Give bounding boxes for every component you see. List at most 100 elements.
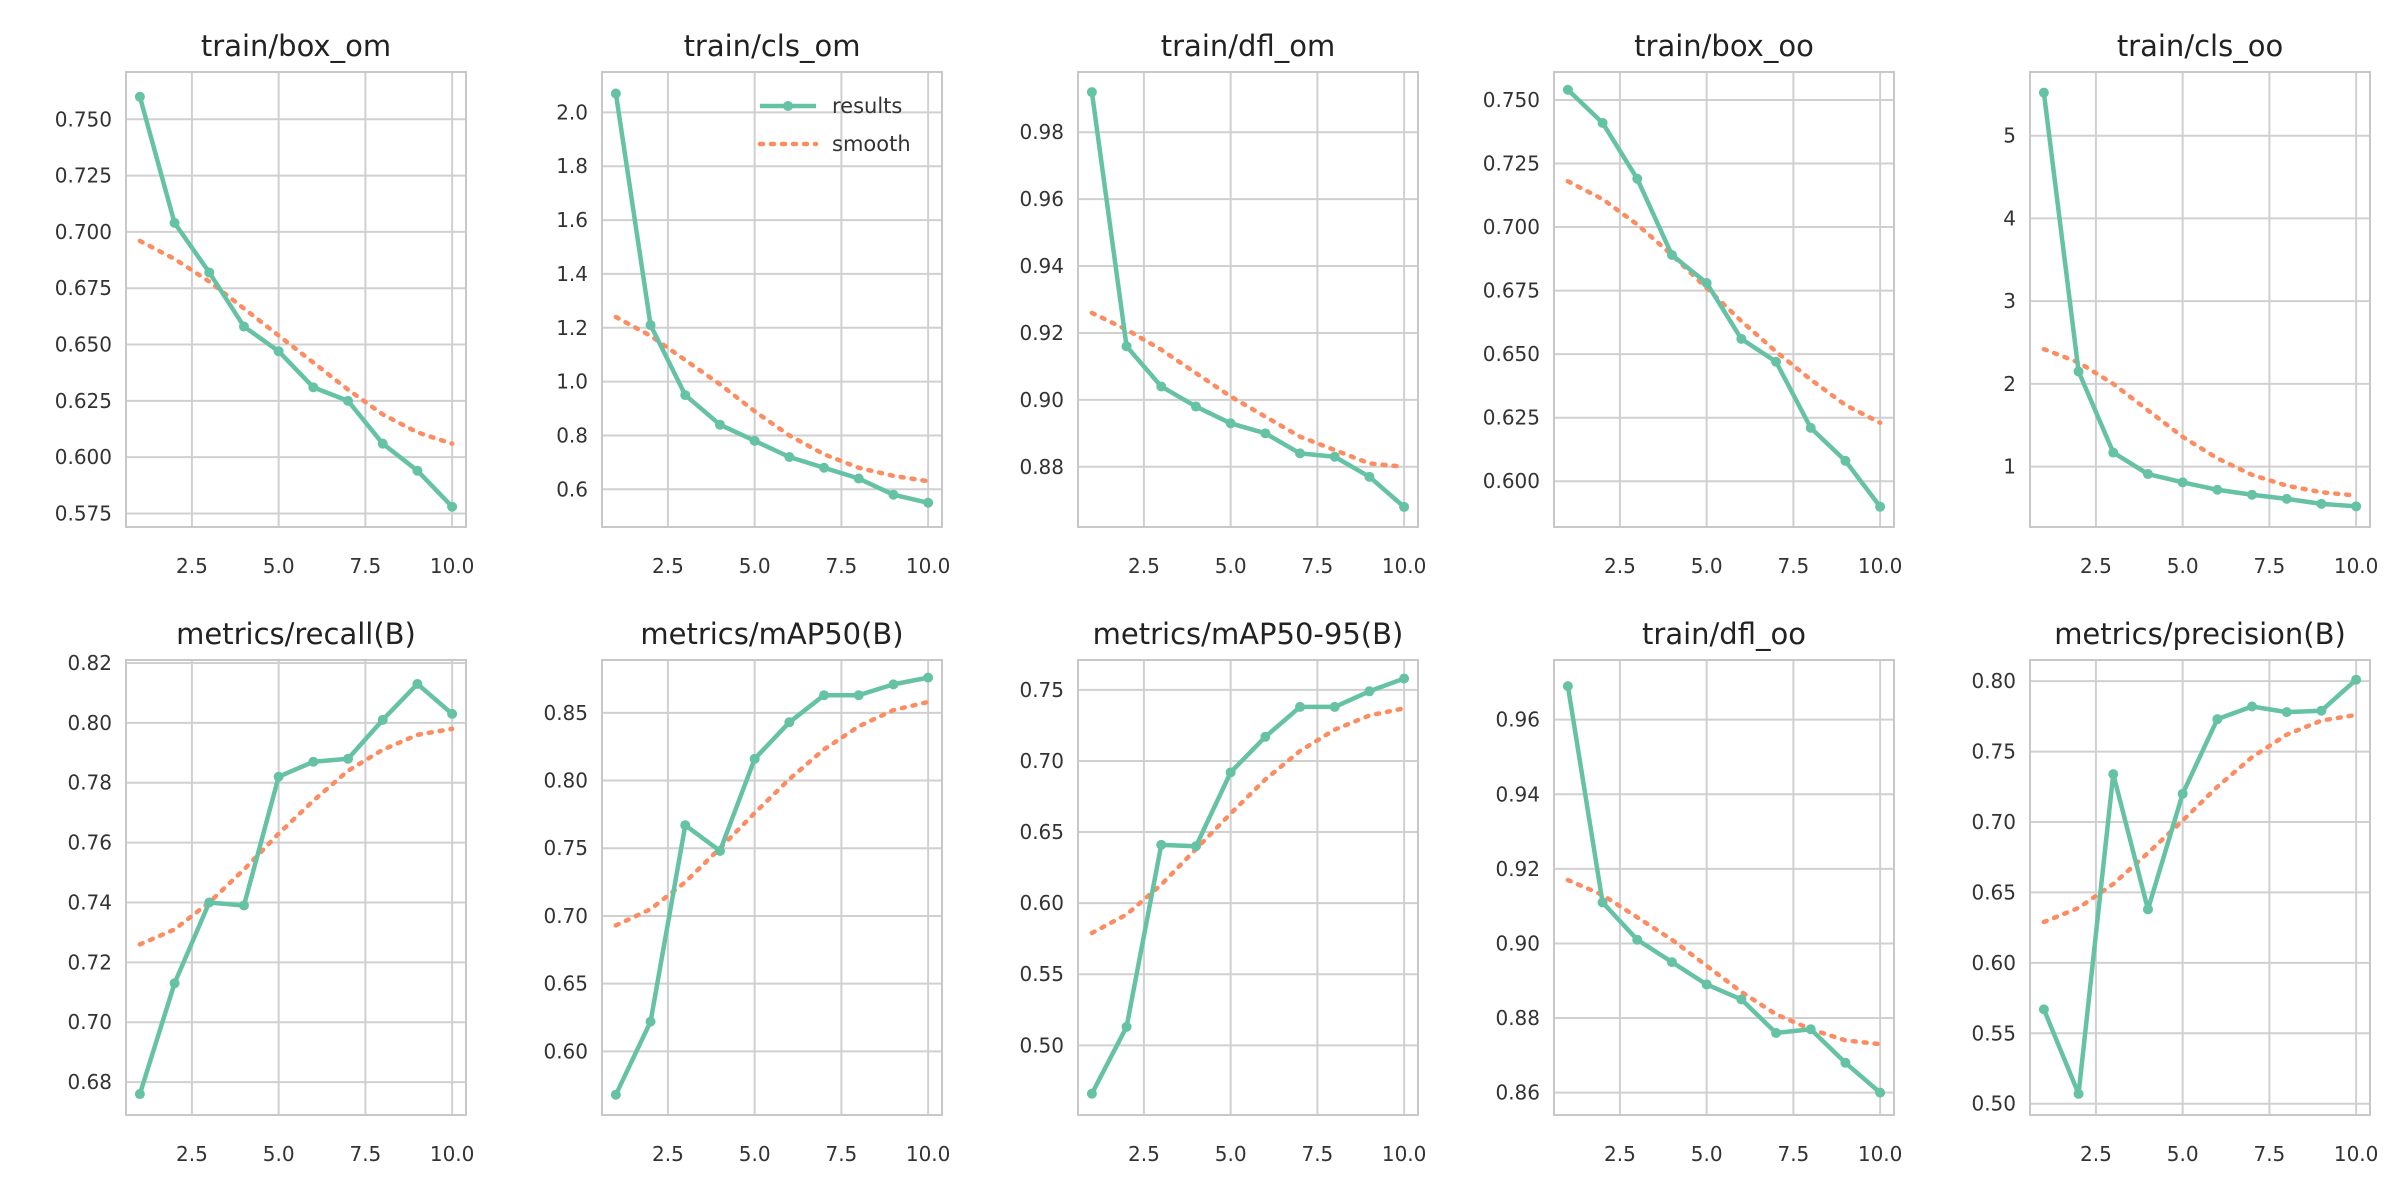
- results-data-point: [1632, 173, 1643, 184]
- results-data-point: [1225, 418, 1236, 429]
- results-data-point: [134, 1089, 145, 1100]
- y-tick-label: 0.65: [543, 972, 588, 996]
- panel-train-box-oo: train/box_oo 2.5 5.0 7.5 10.0 0.600 0.625 0.650…: [1483, 29, 1903, 578]
- x-tick-label: 7.5: [349, 1142, 381, 1166]
- results-series-line: [613, 675, 929, 1096]
- results-data-point: [2247, 701, 2258, 712]
- y-tick-label: 0.88: [1019, 455, 1064, 479]
- panel-metrics-map50-b: metrics/mAP50(B) 2.5 5.0 7.5 10.0 0.60 0.65 0.7…: [543, 617, 950, 1166]
- panel-title: metrics/precision(B): [2054, 617, 2346, 651]
- results-data-point: [2177, 788, 2188, 799]
- results-data-point: [2142, 904, 2153, 915]
- y-tick-label: 1.0: [556, 370, 588, 394]
- x-tick-label: 10.0: [906, 554, 951, 578]
- results-data-point: [2281, 707, 2292, 718]
- y-tick-label: 0.600: [1483, 469, 1540, 493]
- y-tick-label: 0.90: [1495, 931, 1540, 955]
- results-series-line: [1089, 91, 1406, 509]
- results-series-line: [1089, 676, 1405, 1095]
- results-data-point: [1562, 681, 1573, 692]
- x-tick-label: 10.0: [1382, 554, 1427, 578]
- results-data-point: [1260, 428, 1271, 439]
- results-data-point: [2073, 1088, 2084, 1099]
- results-data-point: [749, 753, 760, 764]
- results-data-point: [204, 267, 215, 278]
- x-tick-label: 7.5: [1777, 554, 1809, 578]
- y-tick-label: 0.8: [556, 423, 588, 447]
- panel-title: metrics/mAP50(B): [640, 617, 903, 651]
- x-tick-label: 7.5: [1777, 1142, 1809, 1166]
- results-data-point: [2212, 484, 2223, 495]
- x-tick-label: 2.5: [1128, 1142, 1160, 1166]
- results-data-point: [1840, 455, 1851, 466]
- results-data-point: [610, 88, 621, 99]
- results-data-point: [412, 678, 423, 689]
- y-tick-label: 1.2: [556, 316, 588, 340]
- results-data-point: [1156, 381, 1167, 392]
- results-data-point: [749, 435, 760, 446]
- y-tick-label: 0.70: [543, 904, 588, 928]
- results-data-point: [412, 465, 423, 476]
- panel-title: metrics/mAP50-95(B): [1093, 617, 1404, 651]
- plot-frame: [2029, 71, 2371, 528]
- results-data-point: [1329, 451, 1340, 462]
- x-tick-label: 10.0: [906, 1142, 951, 1166]
- y-tick-label: 0.50: [1971, 1092, 2016, 1116]
- results-data-point: [1190, 841, 1201, 852]
- results-data-point: [784, 452, 795, 462]
- results-data-point: [853, 473, 864, 484]
- results-series-line: [613, 93, 929, 505]
- panel-title: train/dfl_oo: [1642, 617, 1806, 651]
- y-tick-label: 0.76: [67, 831, 112, 855]
- x-tick-label: 2.5: [652, 1142, 684, 1166]
- panel-train-dfl-oo: train/dfl_oo 2.5 5.0 7.5 10.0 0.86 0.88 0.90 0.9…: [1495, 617, 1902, 1166]
- results-data-point: [1295, 701, 1306, 712]
- y-tick-label: 0.55: [1019, 962, 1064, 986]
- x-tick-label: 2.5: [176, 554, 208, 578]
- y-tick-label: 0.85: [543, 701, 588, 725]
- y-tick-label: 0.86: [1495, 1081, 1540, 1105]
- smooth-series-line: [2041, 712, 2359, 925]
- results-data-point: [1364, 471, 1375, 482]
- results-data-point: [169, 217, 180, 228]
- y-tick-label: 0.70: [1971, 810, 2016, 834]
- plot-frame: [1077, 659, 1419, 1116]
- y-tick-label: 0.98: [1019, 120, 1064, 144]
- y-tick-label: 0.625: [1483, 406, 1540, 430]
- y-tick-label: 0.70: [67, 1010, 112, 1034]
- results-data-point: [343, 395, 354, 406]
- panel-metrics-precision-b: metrics/precision(B) 2.5 5.0 7.5 10.0 0.50 0.5…: [1971, 617, 2378, 1166]
- panel-title: train/dfl_om: [1161, 29, 1335, 63]
- y-tick-label: 0.725: [55, 164, 112, 188]
- panel-title: train/box_oo: [1634, 29, 1814, 63]
- y-tick-label: 0.68: [67, 1070, 112, 1094]
- x-tick-label: 5.0: [263, 1142, 295, 1166]
- y-tick-label: 0.675: [55, 276, 112, 300]
- x-tick-label: 7.5: [825, 1142, 857, 1166]
- results-data-point: [1597, 117, 1608, 128]
- y-tick-label: 5: [2003, 124, 2016, 148]
- y-tick-label: 0.60: [1019, 891, 1064, 915]
- results-data-point: [784, 717, 795, 728]
- results-data-point: [1156, 839, 1167, 850]
- x-tick-label: 10.0: [1382, 1142, 1427, 1166]
- panel-title: metrics/recall(B): [176, 617, 416, 651]
- y-tick-label: 0.675: [1483, 279, 1540, 303]
- plot-frame: [1553, 659, 1895, 1116]
- x-tick-label: 5.0: [2167, 554, 2199, 578]
- y-tick-label: 0.65: [1971, 880, 2016, 904]
- panel-train-box-om: train/box_om 2.5 5.0 7.5 10.0 0.575 0.600 0.625…: [55, 29, 475, 578]
- results-data-point: [2316, 498, 2327, 509]
- results-series-line: [137, 681, 454, 1095]
- x-tick-label: 2.5: [652, 554, 684, 578]
- x-tick-label: 10.0: [2334, 1142, 2379, 1166]
- results-data-point: [1666, 957, 1677, 968]
- results-data-point: [1329, 701, 1340, 712]
- y-tick-label: 2.0: [556, 100, 588, 124]
- smooth-series-line: [1565, 179, 1883, 426]
- results-data-point: [1121, 1021, 1132, 1032]
- results-data-point: [2038, 1004, 2049, 1015]
- x-tick-label: 5.0: [739, 554, 771, 578]
- y-tick-label: 0.74: [67, 890, 112, 914]
- x-tick-label: 10.0: [430, 1142, 475, 1166]
